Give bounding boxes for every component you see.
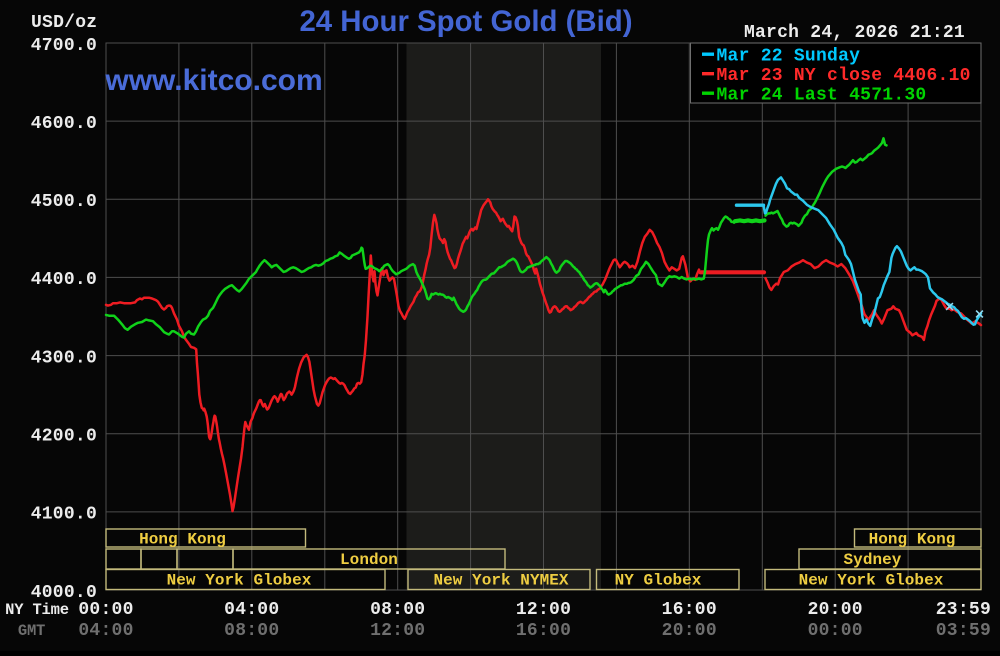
svg-text:GMT: GMT [18, 622, 45, 640]
svg-text:NY Globex: NY Globex [615, 572, 702, 590]
svg-text:NY Time: NY Time [5, 601, 69, 619]
svg-text:London: London [340, 551, 398, 569]
svg-text:4400.0: 4400.0 [31, 270, 97, 290]
svg-text:23:59: 23:59 [936, 600, 991, 620]
svg-text:03:59: 03:59 [936, 621, 991, 641]
svg-text:Mar 23 NY close 4406.10: Mar 23 NY close 4406.10 [717, 66, 971, 86]
svg-text:Mar 22 Sunday: Mar 22 Sunday [717, 47, 861, 67]
svg-text:04:00: 04:00 [78, 621, 133, 641]
svg-text:4600.0: 4600.0 [31, 114, 97, 134]
svg-text:March 24, 2026 21:21: March 24, 2026 21:21 [744, 23, 965, 43]
svg-text:08:00: 08:00 [370, 600, 425, 620]
svg-text:16:00: 16:00 [662, 600, 717, 620]
svg-text:00:00: 00:00 [78, 600, 133, 620]
svg-text:USD/oz: USD/oz [31, 13, 97, 33]
svg-text:4000.0: 4000.0 [31, 583, 97, 603]
svg-text:16:00: 16:00 [516, 621, 571, 641]
svg-text:4500.0: 4500.0 [31, 192, 97, 212]
svg-text:4700.0: 4700.0 [31, 36, 97, 56]
svg-text:Mar 24 Last 4571.30: Mar 24 Last 4571.30 [717, 86, 927, 106]
svg-text:24 Hour Spot Gold (Bid): 24 Hour Spot Gold (Bid) [299, 5, 632, 38]
svg-text:20:00: 20:00 [662, 621, 717, 641]
svg-text:4200.0: 4200.0 [31, 427, 97, 447]
svg-text:New York Globex: New York Globex [167, 572, 312, 590]
svg-text:4100.0: 4100.0 [31, 505, 97, 525]
svg-text:08:00: 08:00 [224, 621, 279, 641]
svg-text:www.kitco.com: www.kitco.com [104, 64, 322, 97]
svg-text:Sydney: Sydney [844, 551, 902, 569]
svg-text:New York Globex: New York Globex [799, 572, 944, 590]
svg-text:Hong Kong: Hong Kong [139, 531, 226, 549]
svg-text:4300.0: 4300.0 [31, 348, 97, 368]
svg-text:Hong Kong: Hong Kong [869, 531, 956, 549]
svg-text:12:00: 12:00 [516, 600, 571, 620]
svg-text:04:00: 04:00 [224, 600, 279, 620]
svg-text:20:00: 20:00 [808, 600, 863, 620]
svg-text:00:00: 00:00 [808, 621, 863, 641]
svg-text:New York NYMEX: New York NYMEX [433, 572, 568, 590]
svg-text:12:00: 12:00 [370, 621, 425, 641]
